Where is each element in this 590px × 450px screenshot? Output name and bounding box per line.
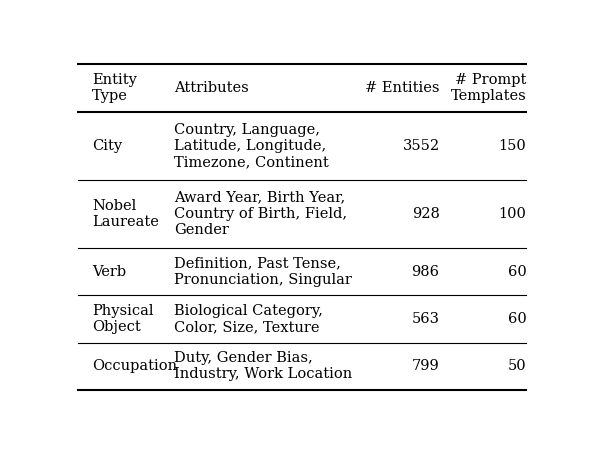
- Text: 60: 60: [507, 312, 526, 326]
- Text: Physical
Object: Physical Object: [92, 304, 153, 334]
- Text: Award Year, Birth Year,
Country of Birth, Field,
Gender: Award Year, Birth Year, Country of Birth…: [175, 191, 348, 237]
- Text: Definition, Past Tense,
Pronunciation, Singular: Definition, Past Tense, Pronunciation, S…: [175, 256, 352, 287]
- Text: 60: 60: [507, 265, 526, 279]
- Text: 100: 100: [499, 207, 526, 221]
- Text: # Entities: # Entities: [365, 81, 440, 95]
- Text: 928: 928: [412, 207, 440, 221]
- Text: Nobel
Laureate: Nobel Laureate: [92, 199, 159, 229]
- Text: Entity
Type: Entity Type: [92, 73, 137, 103]
- Text: 3552: 3552: [402, 139, 440, 153]
- Text: Country, Language,
Latitude, Longitude,
Timezone, Continent: Country, Language, Latitude, Longitude, …: [175, 122, 329, 169]
- Text: 150: 150: [499, 139, 526, 153]
- Text: Verb: Verb: [92, 265, 126, 279]
- Text: # Prompt
Templates: # Prompt Templates: [451, 73, 526, 103]
- Text: Biological Category,
Color, Size, Texture: Biological Category, Color, Size, Textur…: [175, 304, 323, 334]
- Text: 986: 986: [412, 265, 440, 279]
- Text: 799: 799: [412, 360, 440, 374]
- Text: City: City: [92, 139, 122, 153]
- Text: Occupation: Occupation: [92, 360, 177, 374]
- Text: Attributes: Attributes: [175, 81, 249, 95]
- Text: Duty, Gender Bias,
Industry, Work Location: Duty, Gender Bias, Industry, Work Locati…: [175, 351, 353, 382]
- Text: 563: 563: [412, 312, 440, 326]
- Text: 50: 50: [508, 360, 526, 374]
